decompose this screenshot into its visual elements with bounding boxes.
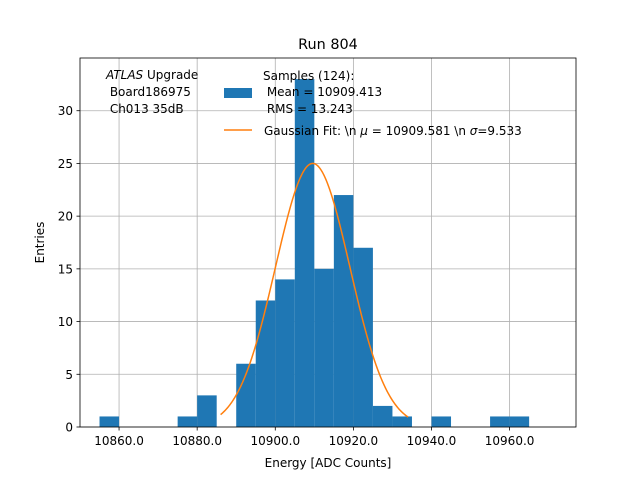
histogram-bar xyxy=(509,416,530,427)
histogram-bar xyxy=(275,279,295,427)
annotation-line-3: Ch013 35dB xyxy=(106,102,184,116)
x-tick-label: 10860.0 xyxy=(94,434,144,448)
legend-fit-mu-symbol: μ xyxy=(359,124,368,138)
histogram-bar xyxy=(490,416,510,427)
annotation-atlas-text: ATLAS xyxy=(105,68,144,82)
histogram-bar xyxy=(333,195,354,427)
histogram-bar xyxy=(99,416,120,427)
x-tick-label: 10880.0 xyxy=(172,434,222,448)
annotation-line-1: ATLAS Upgrade xyxy=(105,68,198,82)
legend-samples-line-1: Samples (124): xyxy=(263,69,354,83)
histogram-bar xyxy=(353,247,373,427)
annotation-line-2: Board186975 xyxy=(106,85,191,99)
histogram-bar xyxy=(392,416,412,427)
y-tick-label: 15 xyxy=(58,262,73,276)
x-tick-label: 10920.0 xyxy=(329,434,379,448)
annotation-upgrade-text: Upgrade xyxy=(143,68,198,82)
legend-fit-suffix: =9.533 xyxy=(477,124,521,138)
y-tick-label: 20 xyxy=(58,210,73,224)
histogram-bar xyxy=(294,79,315,427)
y-tick-label: 10 xyxy=(58,315,73,329)
plot-frame xyxy=(79,57,577,428)
histogram-bar xyxy=(236,363,256,427)
x-axis-label: Energy [ADC Counts] xyxy=(265,456,392,470)
y-axis-label: Entries xyxy=(33,222,47,264)
legend-fit-middle: = 10909.581 \n xyxy=(368,124,470,138)
x-tick-label: 10960.0 xyxy=(485,434,535,448)
y-tick-label: 30 xyxy=(58,104,73,118)
legend: Samples (124): Mean = 10909.413 RMS = 13… xyxy=(224,69,522,138)
atlas-annotation: ATLAS Upgrade Board186975 Ch013 35dB xyxy=(105,68,198,116)
gaussian-fit-curve xyxy=(220,162,409,418)
legend-fit-prefix: Gaussian Fit: \n xyxy=(264,124,360,138)
y-tick-label: 0 xyxy=(65,421,73,435)
histogram-bar xyxy=(372,405,393,427)
x-tick-label: 10940.0 xyxy=(407,434,457,448)
x-tick-label: 10900.0 xyxy=(250,434,300,448)
y-axis-ticks: 0 5 10 15 20 25 30 xyxy=(58,104,80,435)
legend-samples-line-2: Mean = 10909.413 xyxy=(263,85,382,99)
histogram-bar xyxy=(255,300,276,427)
x-axis-ticks: 10860.0 10880.0 10900.0 10920.0 10940.0 10960… xyxy=(94,427,534,448)
histogram-bar xyxy=(197,395,217,427)
legend-histogram-swatch xyxy=(224,88,252,98)
histogram-bar xyxy=(177,416,198,427)
legend-fit-sigma-symbol: σ xyxy=(470,124,478,138)
histogram-bars xyxy=(99,79,530,427)
legend-fit-label: Gaussian Fit: \n μ = 10909.581 \n σ=9.53… xyxy=(264,124,522,138)
y-tick-label: 5 xyxy=(65,368,73,382)
legend-samples-line-3: RMS = 13.243 xyxy=(263,102,353,116)
y-tick-label: 25 xyxy=(58,157,73,171)
histogram-bar xyxy=(431,416,452,427)
chart-title: Run 804 xyxy=(298,37,358,53)
histogram-bar xyxy=(314,268,334,427)
